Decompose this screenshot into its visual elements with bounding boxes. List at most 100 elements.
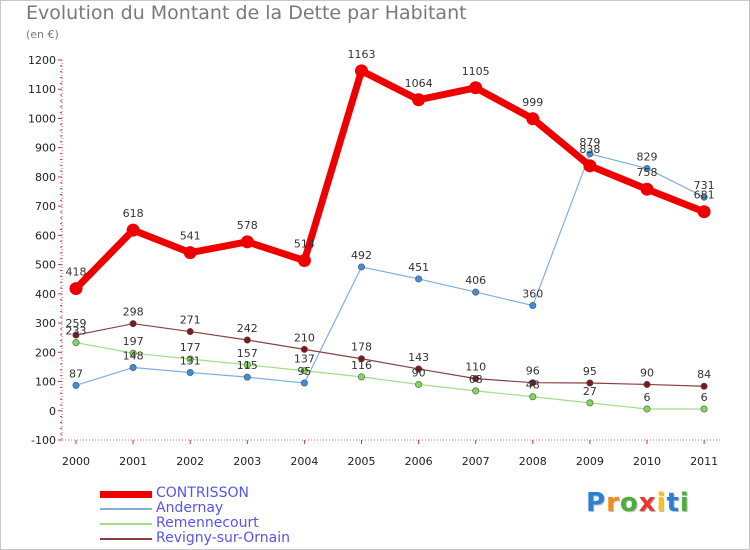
data-label-revigny-sur-ornain: 259 — [66, 317, 87, 330]
data-label-contrisson: 999 — [522, 96, 543, 109]
data-point-revigny-sur-ornain — [300, 345, 308, 353]
data-label-revigny-sur-ornain: 110 — [465, 361, 486, 374]
series-lines — [72, 67, 708, 410]
data-label-revigny-sur-ornain: 96 — [526, 365, 540, 378]
data-point-contrisson — [412, 93, 426, 107]
data-label-andernay: 131 — [180, 354, 201, 367]
y-tick-label: 1100 — [28, 83, 56, 96]
x-tick-label: 2001 — [119, 455, 147, 468]
data-point-revigny-sur-ornain — [529, 379, 537, 387]
data-label-contrisson: 578 — [237, 219, 258, 232]
data-point-contrisson — [297, 254, 311, 268]
data-label-contrisson: 618 — [123, 207, 144, 220]
data-label-revigny-sur-ornain: 271 — [180, 314, 201, 327]
data-point-revigny-sur-ornain — [357, 355, 365, 363]
data-label-contrisson: 758 — [637, 166, 658, 179]
y-tick-label: 1000 — [28, 112, 56, 125]
data-point-contrisson — [469, 81, 483, 95]
data-point-remennecourt — [357, 373, 365, 381]
data-label-andernay: 148 — [123, 350, 144, 363]
axes: -100 0 100 200 300 400 500 600 700 800 900 1000 1100… — [28, 54, 720, 468]
data-label-contrisson: 838 — [579, 143, 600, 156]
data-point-remennecourt — [186, 355, 194, 363]
x-tick-label: 2003 — [233, 455, 261, 468]
legend-label: Remennecourt — [156, 515, 259, 531]
y-tick-label: 600 — [35, 229, 56, 242]
x-tick-label: 2004 — [290, 455, 318, 468]
data-label-contrisson: 541 — [180, 230, 201, 243]
series-line-andernay — [75, 153, 705, 386]
data-point-revigny-sur-ornain — [129, 320, 137, 328]
y-tick-label: 200 — [35, 346, 56, 359]
data-label-remennecourt: 177 — [180, 341, 201, 354]
data-label-contrisson: 681 — [694, 189, 715, 202]
x-tick-label: 2002 — [176, 455, 204, 468]
data-label-andernay: 360 — [522, 288, 543, 301]
data-point-revigny-sur-ornain — [72, 331, 80, 339]
data-label-contrisson: 1064 — [405, 77, 433, 90]
series-line-remennecourt — [75, 342, 705, 410]
data-point-revigny-sur-ornain — [186, 328, 194, 336]
data-point-remennecourt — [529, 393, 537, 401]
data-point-contrisson — [526, 112, 540, 126]
data-label-andernay: 87 — [69, 367, 83, 380]
data-point-revigny-sur-ornain — [700, 382, 708, 390]
data-label-remennecourt: 6 — [701, 391, 708, 404]
data-point-remennecourt — [643, 405, 651, 413]
data-point-andernay — [72, 381, 80, 389]
data-label-andernay: 95 — [297, 365, 311, 378]
x-tick-label: 2007 — [462, 455, 490, 468]
data-label-contrisson: 418 — [66, 266, 87, 279]
data-point-contrisson — [240, 235, 254, 249]
data-label-andernay: 492 — [351, 249, 372, 262]
data-label-andernay: 879 — [579, 136, 600, 149]
legend-label: Revigny-sur-Ornain — [156, 530, 290, 546]
data-label-andernay: 731 — [694, 179, 715, 192]
data-label-contrisson: 1105 — [462, 65, 490, 78]
data-point-andernay — [186, 368, 194, 376]
y-tick-label: 1200 — [28, 54, 56, 67]
x-tick-label: 2000 — [62, 455, 90, 468]
legend-label: Andernay — [156, 500, 224, 516]
proxiti-logo: Proxiti — [586, 488, 690, 518]
legend-swatch — [100, 508, 152, 510]
data-point-contrisson — [69, 282, 83, 296]
logo-letter: i — [679, 488, 690, 518]
y-tick-label: 800 — [35, 171, 56, 184]
data-label-remennecourt: 90 — [412, 366, 426, 379]
logo-letter: P — [586, 488, 607, 518]
data-point-andernay — [472, 288, 480, 296]
data-point-andernay — [243, 373, 251, 381]
data-point-andernay — [129, 364, 137, 372]
data-point-andernay — [300, 379, 308, 387]
logo-letter: r — [606, 488, 620, 518]
data-point-remennecourt — [472, 387, 480, 395]
data-point-contrisson — [640, 182, 654, 196]
data-label-andernay: 115 — [237, 359, 258, 372]
legend-label: CONTRISSON — [156, 485, 249, 501]
data-label-andernay: 451 — [408, 261, 429, 274]
x-tick-label: 2010 — [633, 455, 661, 468]
data-label-contrisson: 1163 — [348, 48, 376, 61]
data-label-remennecourt: 48 — [526, 379, 540, 392]
data-point-revigny-sur-ornain — [643, 380, 651, 388]
data-point-contrisson — [697, 205, 711, 219]
y-tick-label: 500 — [35, 259, 56, 272]
data-label-remennecourt: 6 — [644, 391, 651, 404]
logo-letter: x — [638, 488, 657, 518]
y-tick-label: 300 — [35, 317, 56, 330]
x-tick-label: 2009 — [576, 455, 604, 468]
legend-swatch — [100, 490, 152, 498]
data-point-andernay — [415, 275, 423, 283]
data-label-revigny-sur-ornain: 90 — [640, 366, 654, 379]
x-tick-label: 2008 — [519, 455, 547, 468]
data-point-remennecourt — [72, 339, 80, 347]
data-point-revigny-sur-ornain — [243, 336, 251, 344]
data-label-andernay: 829 — [637, 150, 658, 163]
data-point-revigny-sur-ornain — [415, 365, 423, 373]
data-label-revigny-sur-ornain: 242 — [237, 322, 258, 335]
series-line-revigny-sur-ornain — [75, 323, 705, 387]
x-tick-label: 2006 — [405, 455, 433, 468]
data-point-remennecourt — [415, 380, 423, 388]
data-point-contrisson — [583, 159, 597, 173]
